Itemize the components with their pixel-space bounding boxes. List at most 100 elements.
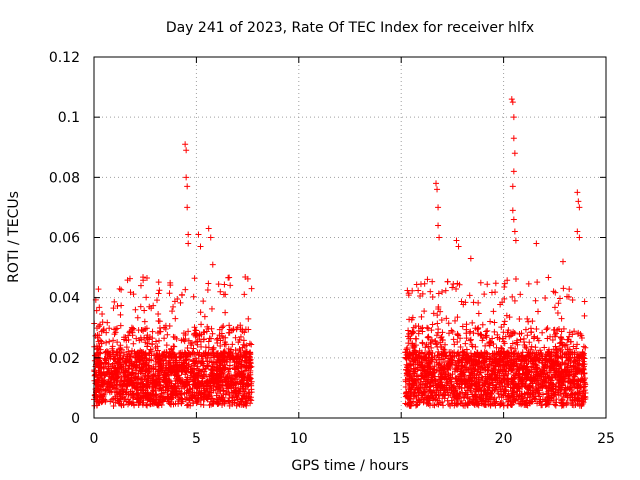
- data-point: [433, 180, 440, 187]
- data-point: [119, 361, 126, 368]
- data-point: [209, 395, 216, 402]
- data-point: [208, 389, 215, 396]
- data-point: [192, 355, 199, 362]
- data-point: [511, 329, 518, 336]
- data-point: [575, 198, 582, 205]
- data-point: [532, 344, 539, 351]
- data-point: [185, 328, 192, 335]
- data-point: [546, 369, 553, 376]
- data-point: [473, 395, 480, 402]
- data-point: [486, 374, 493, 381]
- data-point: [558, 400, 565, 407]
- data-point: [511, 374, 518, 381]
- data-point: [571, 328, 578, 335]
- x-axis: 0 5 10 15 20 25: [90, 57, 615, 447]
- data-point: [115, 359, 122, 366]
- data-point: [411, 347, 418, 354]
- data-point: [216, 332, 223, 339]
- data-point: [127, 328, 134, 335]
- data-point: [496, 380, 503, 387]
- data-point: [452, 375, 459, 382]
- data-point: [143, 383, 150, 390]
- data-point: [207, 382, 214, 389]
- data-point: [234, 396, 241, 403]
- data-point: [554, 372, 561, 379]
- data-point: [458, 298, 465, 305]
- data-point: [550, 346, 557, 353]
- data-point: [581, 312, 588, 319]
- data-point: [221, 349, 228, 356]
- data-point: [205, 325, 212, 332]
- data-point: [543, 326, 550, 333]
- data-point: [441, 395, 448, 402]
- data-point: [139, 401, 146, 408]
- data-point: [116, 398, 123, 405]
- data-point: [495, 366, 502, 373]
- data-point: [145, 362, 152, 369]
- data-point: [552, 349, 559, 356]
- data-point: [433, 356, 440, 363]
- data-point: [552, 402, 559, 409]
- data-point: [512, 345, 519, 352]
- data-point: [468, 341, 475, 348]
- data-point: [247, 369, 254, 376]
- data-point: [198, 394, 205, 401]
- data-point: [433, 332, 440, 339]
- data-point: [168, 346, 175, 353]
- data-point: [437, 339, 444, 346]
- data-point: [428, 389, 435, 396]
- data-point: [460, 375, 467, 382]
- data-point: [123, 344, 130, 351]
- data-point: [477, 279, 484, 286]
- data-point: [226, 322, 233, 329]
- data-point: [97, 375, 104, 382]
- data-point: [491, 328, 498, 335]
- data-point: [153, 396, 160, 403]
- data-point: [435, 290, 442, 297]
- data-point: [505, 368, 512, 375]
- data-point: [235, 339, 242, 346]
- data-point: [186, 356, 193, 363]
- data-point: [152, 384, 159, 391]
- data-point: [554, 310, 561, 317]
- data-point: [148, 365, 155, 372]
- data-point: [409, 314, 416, 321]
- data-point: [440, 351, 447, 358]
- data-point: [103, 339, 110, 346]
- data-point: [127, 380, 134, 387]
- data-point: [154, 373, 161, 380]
- data-point: [427, 339, 434, 346]
- data-point: [482, 332, 489, 339]
- data-point: [215, 281, 222, 288]
- data-point: [106, 388, 113, 395]
- data-point: [117, 322, 124, 329]
- data-point: [479, 375, 486, 382]
- data-point: [442, 287, 449, 294]
- x-tick-label: 10: [290, 431, 308, 447]
- data-point: [557, 346, 564, 353]
- data-point: [480, 354, 487, 361]
- data-point: [105, 378, 112, 385]
- data-point: [457, 343, 464, 350]
- data-point: [182, 335, 189, 342]
- data-point: [200, 298, 207, 305]
- data-point: [523, 345, 530, 352]
- data-point: [118, 302, 125, 309]
- data-point: [429, 356, 436, 363]
- data-point: [113, 368, 120, 375]
- data-point: [549, 336, 556, 343]
- data-point: [580, 366, 587, 373]
- data-point: [101, 372, 108, 379]
- data-point: [94, 402, 101, 409]
- data-point: [219, 396, 226, 403]
- data-point: [171, 334, 178, 341]
- data-point: [179, 291, 186, 298]
- data-point: [420, 396, 427, 403]
- data-point: [527, 384, 534, 391]
- data-point: [567, 380, 574, 387]
- data-point: [184, 204, 191, 211]
- data-point: [214, 350, 221, 357]
- data-point: [97, 383, 104, 390]
- data-point: [198, 321, 205, 328]
- data-point: [517, 362, 524, 369]
